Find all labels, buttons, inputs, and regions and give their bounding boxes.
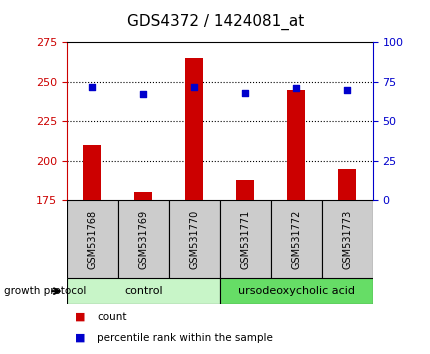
Bar: [287, 90, 304, 200]
Text: ■: ■: [75, 312, 86, 321]
Text: count: count: [97, 312, 126, 321]
Bar: [83, 145, 101, 200]
Text: GSM531771: GSM531771: [240, 209, 250, 269]
Bar: [236, 179, 254, 200]
Text: ■: ■: [75, 333, 86, 343]
Point: [241, 90, 248, 96]
Point: [89, 84, 95, 90]
Bar: [185, 58, 203, 200]
Bar: [321, 200, 372, 278]
Bar: [169, 200, 219, 278]
Point: [343, 87, 350, 93]
Text: GSM531772: GSM531772: [291, 209, 301, 269]
Point: [190, 84, 197, 90]
Bar: [117, 200, 169, 278]
Text: growth protocol: growth protocol: [4, 286, 86, 296]
Bar: [67, 200, 117, 278]
Text: GSM531769: GSM531769: [138, 209, 148, 269]
Bar: [219, 278, 372, 304]
Text: control: control: [124, 286, 162, 296]
Text: GSM531768: GSM531768: [87, 209, 97, 269]
Point: [292, 85, 299, 91]
Bar: [219, 200, 270, 278]
Bar: [270, 200, 321, 278]
Text: ursodeoxycholic acid: ursodeoxycholic acid: [237, 286, 354, 296]
Text: percentile rank within the sample: percentile rank within the sample: [97, 333, 272, 343]
Text: GDS4372 / 1424081_at: GDS4372 / 1424081_at: [126, 14, 304, 30]
Text: GSM531770: GSM531770: [189, 209, 199, 269]
Bar: [338, 169, 356, 200]
Point: [139, 92, 146, 97]
Text: GSM531773: GSM531773: [341, 209, 351, 269]
Bar: [134, 192, 152, 200]
Bar: [67, 278, 219, 304]
